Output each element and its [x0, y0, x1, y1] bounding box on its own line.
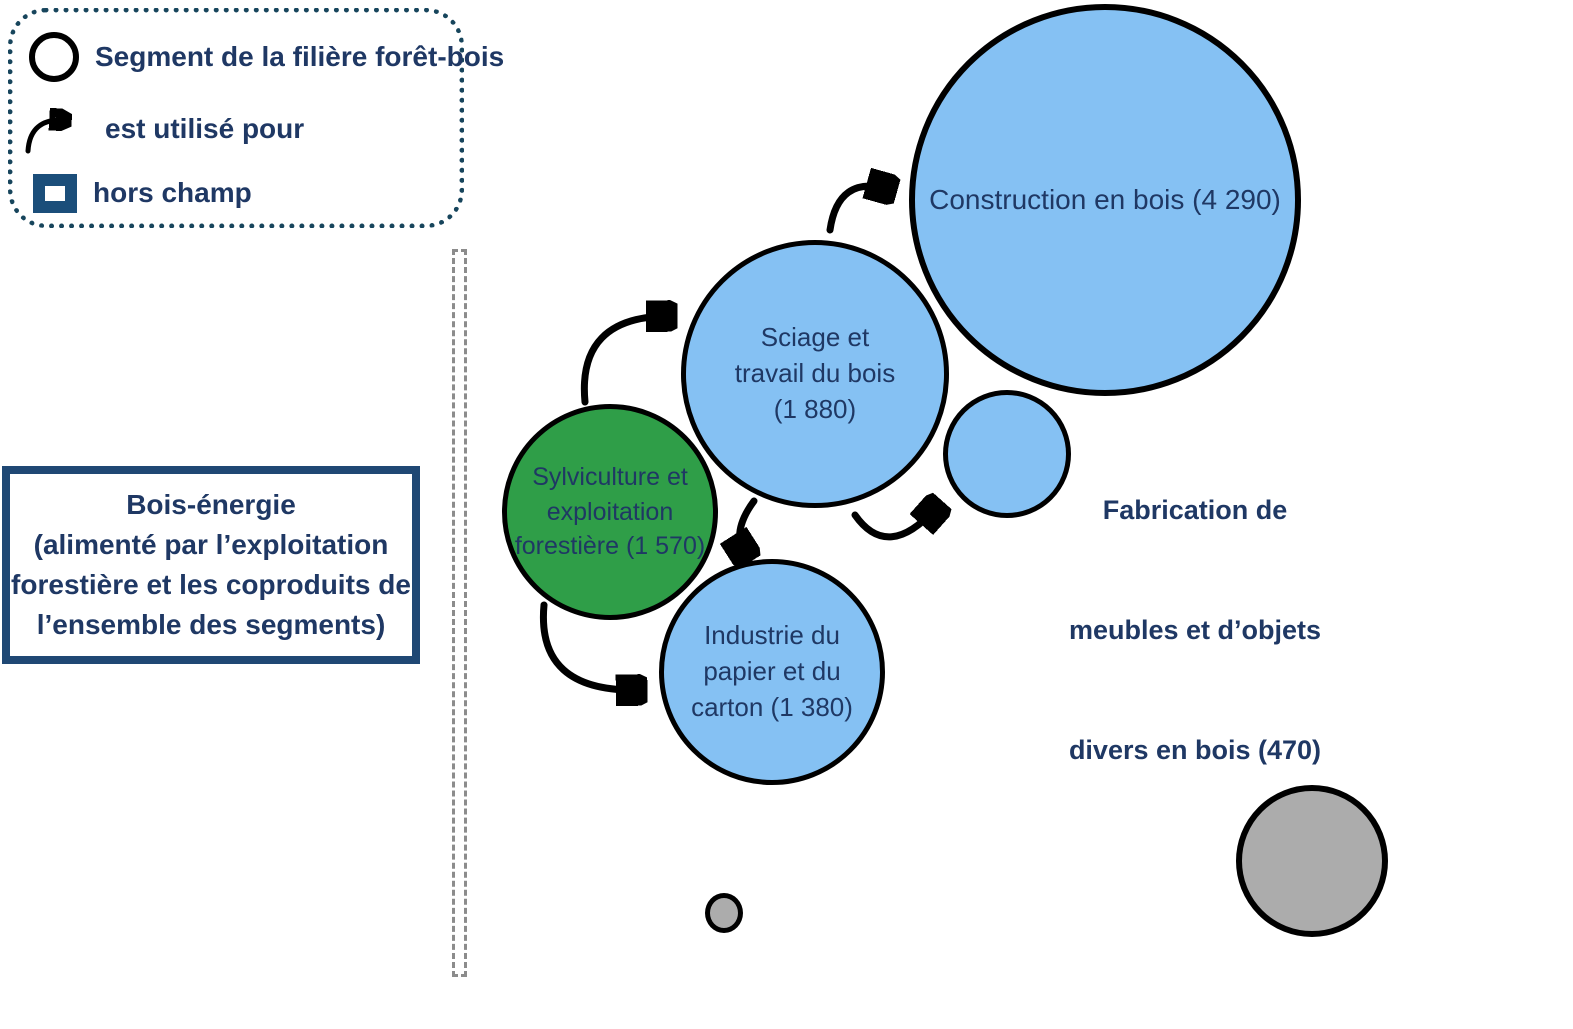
- bois-energie-title: Bois-énergie: [126, 489, 296, 520]
- bubble-meubles: [943, 390, 1071, 518]
- bubble-sylviculture: Sylviculture et exploitation forestière …: [502, 404, 718, 620]
- bubble-label-line: exploitation: [546, 497, 674, 526]
- bubble-label-line: Sciage et: [760, 322, 870, 353]
- bubble-sciage: Sciage et travail du bois (1 880): [681, 240, 949, 508]
- legend-item-label: hors champ: [93, 177, 252, 208]
- bubble-papier: Industrie du papier et du carton (1 380): [659, 559, 885, 785]
- bois-energie-line: (alimenté par l’exploitation: [33, 529, 389, 560]
- segment-circle-icon: [29, 32, 79, 82]
- legend-item-segment: Segment de la filière forêt-bois: [29, 27, 504, 87]
- bubble-label-line: Sylviculture et: [532, 463, 688, 492]
- out-of-scope-square-icon: [33, 173, 77, 213]
- flow-arrow-icon: [25, 104, 89, 154]
- bubble-label-line: travail du bois: [734, 358, 896, 389]
- legend-item-label: Segment de la filière forêt-bois: [95, 41, 505, 72]
- bubble-label-line: Construction en bois (4 290): [929, 183, 1281, 215]
- bubble-label-line: (1 880): [773, 393, 857, 424]
- label-line: meubles et d’objets: [1068, 615, 1322, 645]
- label-commerce: Commerce et transport intra-filière (650…: [1183, 948, 1493, 1029]
- bois-energie-line: forestière et les coproduits de: [11, 569, 411, 600]
- bubble-construction: Construction en bois (4 290): [909, 4, 1301, 396]
- legend-item-label: est utilisé pour: [105, 113, 305, 144]
- legend-item-arrow: est utilisé pour: [21, 101, 304, 157]
- bubble-label-line: papier et du: [703, 656, 841, 687]
- bois-energie-line: l’ensemble des segments): [36, 609, 386, 640]
- dashed-separator: [452, 249, 467, 977]
- bubble-label-line: forestière (1 570): [514, 532, 706, 561]
- bubble-label-line: carton (1 380): [691, 691, 853, 722]
- arrow-sciage-to-construction: [826, 186, 888, 234]
- bubble-equipements: [705, 893, 743, 933]
- arrow-sciage-to-meubles: [851, 508, 936, 541]
- arrow-sylviculture-to-sciage: [580, 316, 668, 406]
- bubble-label-line: Industrie du: [704, 620, 840, 651]
- legend-box: Segment de la filière forêt-bois est uti…: [8, 8, 504, 228]
- label-meubles: Fabrication de meubles et d’objets diver…: [1050, 410, 1340, 850]
- bois-energie-box: Bois-énergie (alimenté par l’exploitatio…: [2, 466, 420, 664]
- label-equipements: Équipements pour l'exploitation forestiè…: [493, 946, 1091, 1029]
- label-line: Fabrication de: [1102, 495, 1288, 525]
- arrow-sciage-to-papier: [740, 497, 754, 554]
- label-line: divers en bois (470): [1068, 735, 1322, 765]
- bubble-commerce: [1236, 785, 1388, 937]
- legend-item-hors-champ: hors champ: [33, 165, 252, 221]
